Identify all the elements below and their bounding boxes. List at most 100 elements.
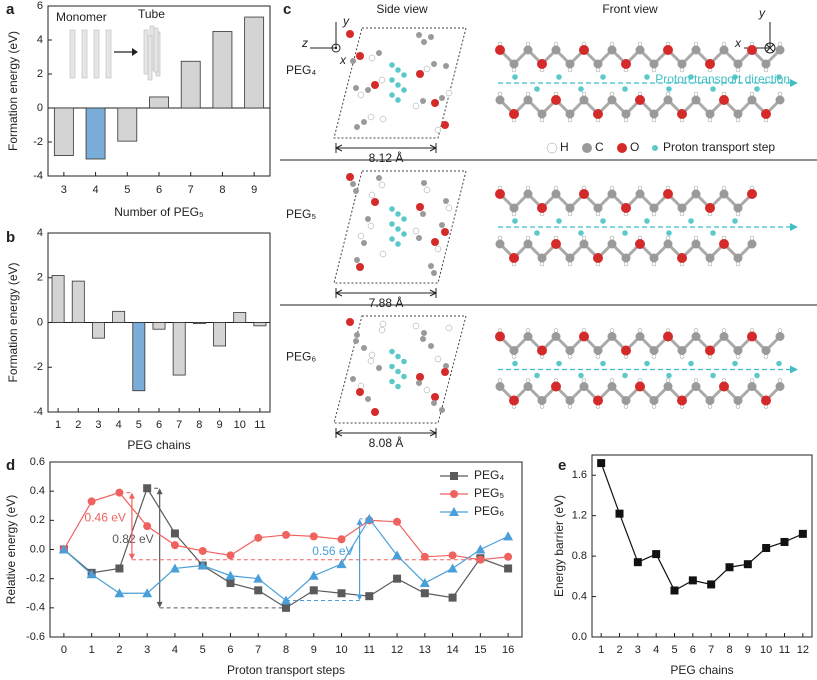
atom <box>775 332 785 341</box>
legend-label: H <box>560 140 569 154</box>
bar <box>117 107 138 142</box>
atom <box>721 328 727 333</box>
atom <box>525 185 531 191</box>
atom <box>754 86 760 92</box>
atom <box>649 59 659 69</box>
atom <box>679 354 685 359</box>
marker <box>448 593 457 602</box>
atom <box>523 189 533 199</box>
atom <box>775 382 785 391</box>
marker <box>365 592 374 601</box>
atom <box>525 378 531 383</box>
atom <box>621 253 631 263</box>
atom <box>607 332 617 341</box>
x-tick-label: 0 <box>61 644 67 656</box>
atom <box>525 91 531 97</box>
x-tick-label: 15 <box>474 644 486 656</box>
atom <box>710 86 716 92</box>
atom <box>749 91 755 97</box>
x-tick-label: 11 <box>779 644 790 656</box>
atom <box>511 211 517 217</box>
atom <box>763 354 769 359</box>
legend-label: Proton transport step <box>663 140 775 154</box>
barrier-label: 0.46 eV <box>85 510 126 524</box>
atom <box>567 354 573 359</box>
axis-icon-label: z <box>301 36 308 50</box>
x-tick-label: 1 <box>55 419 61 431</box>
marker <box>198 546 207 555</box>
atom <box>378 326 386 334</box>
atom <box>747 239 757 249</box>
atom <box>423 386 431 394</box>
atom <box>593 59 603 69</box>
atom <box>431 238 439 246</box>
x-tick-label: 1 <box>598 644 604 656</box>
atom <box>443 198 449 204</box>
atom <box>379 115 387 123</box>
atom <box>551 239 561 249</box>
axis-icon-label: x <box>339 53 347 67</box>
x-tick-label: 6 <box>690 644 696 656</box>
atom <box>607 45 617 55</box>
atom <box>356 388 364 396</box>
x-tick-label: 9 <box>251 184 257 196</box>
atom <box>733 346 743 355</box>
y-tick-label: 2 <box>37 68 43 80</box>
marker <box>393 574 402 583</box>
atom <box>346 30 354 38</box>
marker <box>282 530 290 539</box>
atom <box>376 50 382 56</box>
bar <box>233 312 247 323</box>
marker <box>688 576 697 585</box>
atom <box>420 211 426 217</box>
atom <box>346 173 354 181</box>
atom <box>509 253 519 263</box>
atom <box>421 39 427 45</box>
atom <box>354 124 360 130</box>
atom <box>735 354 741 359</box>
atom <box>445 89 453 97</box>
atom <box>511 354 517 359</box>
marker <box>282 603 290 612</box>
x-tick-label: 5 <box>124 184 130 196</box>
bar <box>212 31 233 109</box>
atom <box>579 382 589 391</box>
atom <box>665 91 671 97</box>
y-tick-label: 1.2 <box>572 510 587 522</box>
row-label: PEG₄ <box>286 63 316 77</box>
marker <box>670 586 679 595</box>
atom <box>365 216 371 222</box>
atom <box>565 253 575 263</box>
atom <box>733 253 743 263</box>
atom <box>593 346 603 355</box>
atom <box>622 230 628 236</box>
y-tick-label: 0.8 <box>572 550 587 562</box>
atom <box>651 261 657 267</box>
atom <box>733 109 743 119</box>
atom <box>581 91 587 97</box>
atom <box>361 119 367 125</box>
atom <box>428 263 434 269</box>
marker <box>743 560 752 569</box>
atom <box>749 235 755 241</box>
atom <box>565 109 575 119</box>
atom <box>622 86 628 92</box>
atom <box>707 117 713 123</box>
atom <box>777 91 783 97</box>
atom <box>691 189 701 199</box>
atom <box>733 59 743 69</box>
atom <box>389 62 395 68</box>
atom <box>539 404 545 409</box>
marker <box>87 497 96 506</box>
atom <box>523 239 533 249</box>
atom <box>663 189 673 199</box>
x-tick-label: 12 <box>391 644 403 656</box>
atom <box>412 322 420 330</box>
atom <box>379 250 387 258</box>
atom <box>621 109 631 119</box>
atom <box>495 95 505 105</box>
marker <box>197 560 208 570</box>
bar <box>85 107 106 160</box>
atom <box>666 230 672 236</box>
atom <box>777 328 783 333</box>
